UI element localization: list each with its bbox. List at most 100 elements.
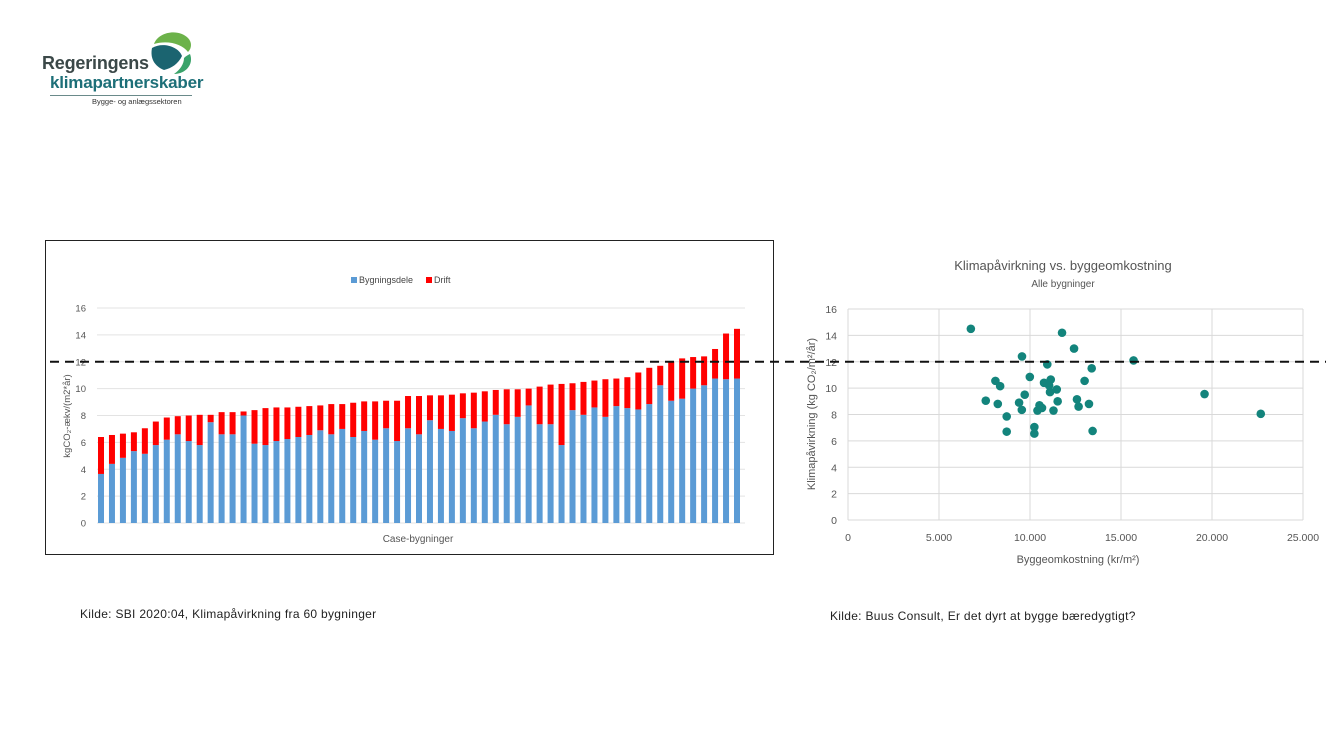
scatter-y-tick-label: 4 (831, 462, 837, 474)
bar-bygningsdele (536, 424, 543, 523)
scatter-point (1049, 406, 1058, 415)
scatter-point (1045, 387, 1055, 397)
bar-drift (339, 404, 346, 429)
bar-bygningsdele (317, 430, 324, 523)
bar-drift (635, 372, 642, 410)
bar-bygningsdele (163, 439, 170, 523)
bar-y-tick-label: 14 (75, 330, 86, 341)
bar-bygningsdele (635, 409, 642, 523)
bar-bygningsdele (481, 421, 488, 523)
bar-bygningsdele (119, 457, 126, 523)
bar-bygningsdele (383, 428, 390, 523)
scatter-y-tick-label: 14 (825, 330, 837, 342)
legend-label-bygningsdele: Bygningsdele (359, 275, 413, 285)
bar-drift (734, 328, 740, 379)
scatter-x-tick-label: 15.000 (1105, 532, 1137, 544)
bar-bygningsdele (207, 422, 214, 523)
scatter-point (1044, 381, 1054, 390)
scatter-point (1087, 364, 1096, 373)
caption-right-source: Kilde: Buus Consult, Er det dyrt at bygg… (830, 609, 1136, 623)
bar-y-tick-label: 10 (75, 384, 86, 395)
bar-bygningsdele (306, 434, 313, 523)
bar-drift (723, 333, 730, 380)
logo-text-regeringens: Regeringens (42, 53, 149, 73)
bar-bygningsdele (152, 445, 159, 523)
logo-mark-icon (151, 32, 192, 74)
bar-drift (251, 410, 258, 444)
scatter-chart: Klimapåvirkning vs. byggeomkostning Alle… (806, 258, 1319, 566)
scatter-subtitle: Alle bygninger (1031, 279, 1095, 290)
bar-bygningsdele (273, 441, 280, 523)
bar-bygningsdele (514, 416, 521, 523)
bar-bygningsdele (569, 410, 576, 523)
bar-y-tick-label: 2 (81, 492, 86, 503)
bar-drift (295, 406, 302, 437)
bar-bygningsdele (591, 407, 598, 523)
bar-drift (701, 356, 708, 386)
legend-swatch-drift (426, 277, 432, 283)
scatter-point (1030, 429, 1039, 438)
bar-drift (514, 389, 521, 417)
bar-drift (558, 383, 565, 446)
scatter-point (966, 324, 976, 334)
scatter-point (1025, 372, 1035, 382)
bar-bygningsdele (734, 378, 740, 523)
scatter-point (1129, 356, 1138, 365)
bar-drift (405, 396, 412, 429)
bar-drift (108, 434, 115, 464)
bar-bygningsdele (185, 441, 192, 523)
bar-drift (613, 378, 620, 407)
bar-y-label: kgCO₂-ækv/(m2*år) (62, 374, 73, 457)
scatter-y-tick-label: 0 (831, 515, 837, 527)
scatter-y-tick-label: 6 (831, 436, 837, 448)
bar-bygningsdele (459, 418, 466, 523)
scatter-y-tick-label: 10 (825, 383, 837, 395)
bar-bygningsdele (284, 439, 291, 523)
scatter-point (1084, 399, 1094, 409)
bar-bygningsdele (668, 400, 675, 523)
bar-bygningsdele (251, 443, 258, 523)
scatter-x-tick-label: 0 (845, 532, 851, 544)
bar-drift (426, 395, 433, 421)
bar-drift (174, 416, 181, 435)
bar-drift (273, 407, 280, 442)
bar-drift (328, 404, 335, 435)
bar-drift (152, 421, 159, 446)
bar-bygningsdele (372, 439, 379, 523)
bar-drift (569, 383, 576, 411)
bar-drift (712, 348, 719, 379)
bar-bygningsdele (405, 428, 412, 523)
bar-drift (383, 400, 390, 429)
bar-bygningsdele (141, 453, 148, 523)
bar-bygningsdele (679, 398, 686, 523)
legend-label-drift: Drift (434, 275, 451, 285)
bar-bygningsdele (262, 445, 269, 523)
bar-bygningsdele (350, 437, 357, 523)
bar-bygningsdele (426, 420, 433, 523)
scatter-point (1074, 402, 1083, 411)
scatter-x-tick-label: 5.000 (926, 532, 952, 544)
bar-bygningsdele (229, 434, 236, 523)
bar-chart: 0246810121416 Bygningsdele Drift Case-by… (62, 275, 745, 545)
bar-drift (470, 392, 477, 429)
bar-bygningsdele (657, 385, 664, 523)
scatter-point (1057, 328, 1067, 338)
bar-drift (361, 401, 368, 431)
left-chart-frame (45, 240, 774, 555)
scatter-point (1053, 397, 1062, 406)
scatter-point (995, 381, 1005, 391)
bar-bygningsdele (701, 385, 708, 523)
bar-bygningsdele (580, 414, 587, 523)
bar-drift (394, 400, 401, 442)
bar-drift (690, 357, 697, 389)
bar-drift (240, 411, 247, 416)
scatter-y-tick-label: 8 (831, 410, 837, 422)
bar-drift (492, 389, 499, 415)
scatter-point (981, 396, 991, 405)
bar-bygningsdele (394, 441, 401, 523)
logo-text-klimapartnerskaber: klimapartnerskaber (50, 73, 204, 92)
bar-drift (317, 405, 324, 431)
scatter-point (993, 399, 1003, 409)
bar-drift (646, 367, 653, 405)
bar-drift (229, 412, 236, 435)
